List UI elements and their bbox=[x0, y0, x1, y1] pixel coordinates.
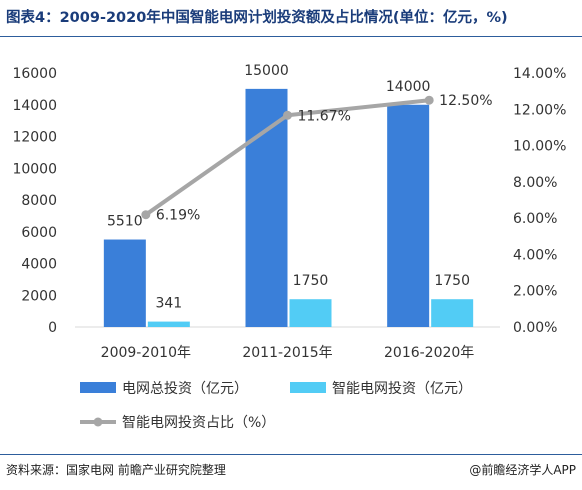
right-axis-tick-label: 12.00% bbox=[513, 102, 566, 118]
right-axis-tick-label: 8.00% bbox=[513, 175, 557, 191]
bar-value-label: 14000 bbox=[386, 79, 431, 95]
left-axis-tick-label: 8000 bbox=[21, 193, 57, 209]
left-axis-tick-label: 2000 bbox=[21, 288, 57, 304]
bar-value-label: 15000 bbox=[244, 63, 289, 79]
share-line-point bbox=[141, 210, 151, 220]
share-value-label: 12.50% bbox=[439, 93, 492, 109]
bar-total-investment bbox=[387, 104, 430, 327]
bar-smart-grid-investment bbox=[431, 299, 474, 327]
brand-label: @前瞻经济学人APP bbox=[469, 463, 576, 477]
bar-total-investment bbox=[245, 88, 288, 327]
bar-value-label: 1750 bbox=[434, 273, 470, 289]
legend-marker-share bbox=[93, 417, 103, 427]
right-axis-tick-label: 6.00% bbox=[513, 211, 557, 227]
bar-value-label: 1750 bbox=[293, 273, 329, 289]
share-line-point bbox=[424, 95, 434, 105]
bar-total-investment bbox=[103, 239, 146, 327]
bar-value-label: 341 bbox=[155, 296, 182, 312]
bar-value-label: 5510 bbox=[107, 214, 143, 230]
legend-label-total: 电网总投资（亿元） bbox=[122, 381, 248, 397]
bar-smart-grid-investment bbox=[147, 321, 190, 327]
left-axis-tick-label: 14000 bbox=[12, 98, 57, 114]
left-axis-tick-label: 12000 bbox=[12, 130, 57, 146]
left-axis-tick-label: 0 bbox=[48, 320, 57, 336]
bar-smart-grid-investment bbox=[289, 299, 332, 327]
left-axis-tick-label: 6000 bbox=[21, 225, 57, 241]
share-value-label: 11.67% bbox=[298, 108, 351, 124]
left-axis-tick-label: 10000 bbox=[12, 161, 57, 177]
share-line-point bbox=[283, 110, 292, 120]
source-note: 资料来源：国家电网 前瞻产业研究院整理 bbox=[6, 463, 226, 477]
right-axis-tick-label: 0.00% bbox=[513, 320, 557, 336]
right-axis-tick-label: 4.00% bbox=[513, 247, 557, 263]
right-axis-tick-label: 14.00% bbox=[513, 66, 566, 82]
left-axis-tick-label: 4000 bbox=[21, 257, 57, 273]
right-axis-tick-label: 10.00% bbox=[513, 139, 566, 155]
chart-title: 图表4：2009-2020年中国智能电网计划投资额及占比情况(单位：亿元，%) bbox=[6, 10, 508, 26]
legend-swatch-total bbox=[80, 382, 116, 393]
legend-label-share: 智能电网投资占比（%） bbox=[122, 415, 275, 431]
legend-swatch-smart bbox=[290, 382, 326, 393]
right-axis-tick-label: 2.00% bbox=[513, 284, 557, 300]
category-label: 2016-2020年 bbox=[384, 345, 474, 361]
category-label: 2011-2015年 bbox=[242, 345, 332, 361]
category-label: 2009-2010年 bbox=[101, 345, 191, 361]
share-value-label: 6.19% bbox=[156, 208, 200, 224]
title-divider bbox=[0, 36, 582, 37]
left-axis-tick-label: 16000 bbox=[12, 66, 57, 82]
legend-label-smart: 智能电网投资（亿元） bbox=[332, 381, 472, 397]
footer-divider bbox=[0, 454, 582, 455]
